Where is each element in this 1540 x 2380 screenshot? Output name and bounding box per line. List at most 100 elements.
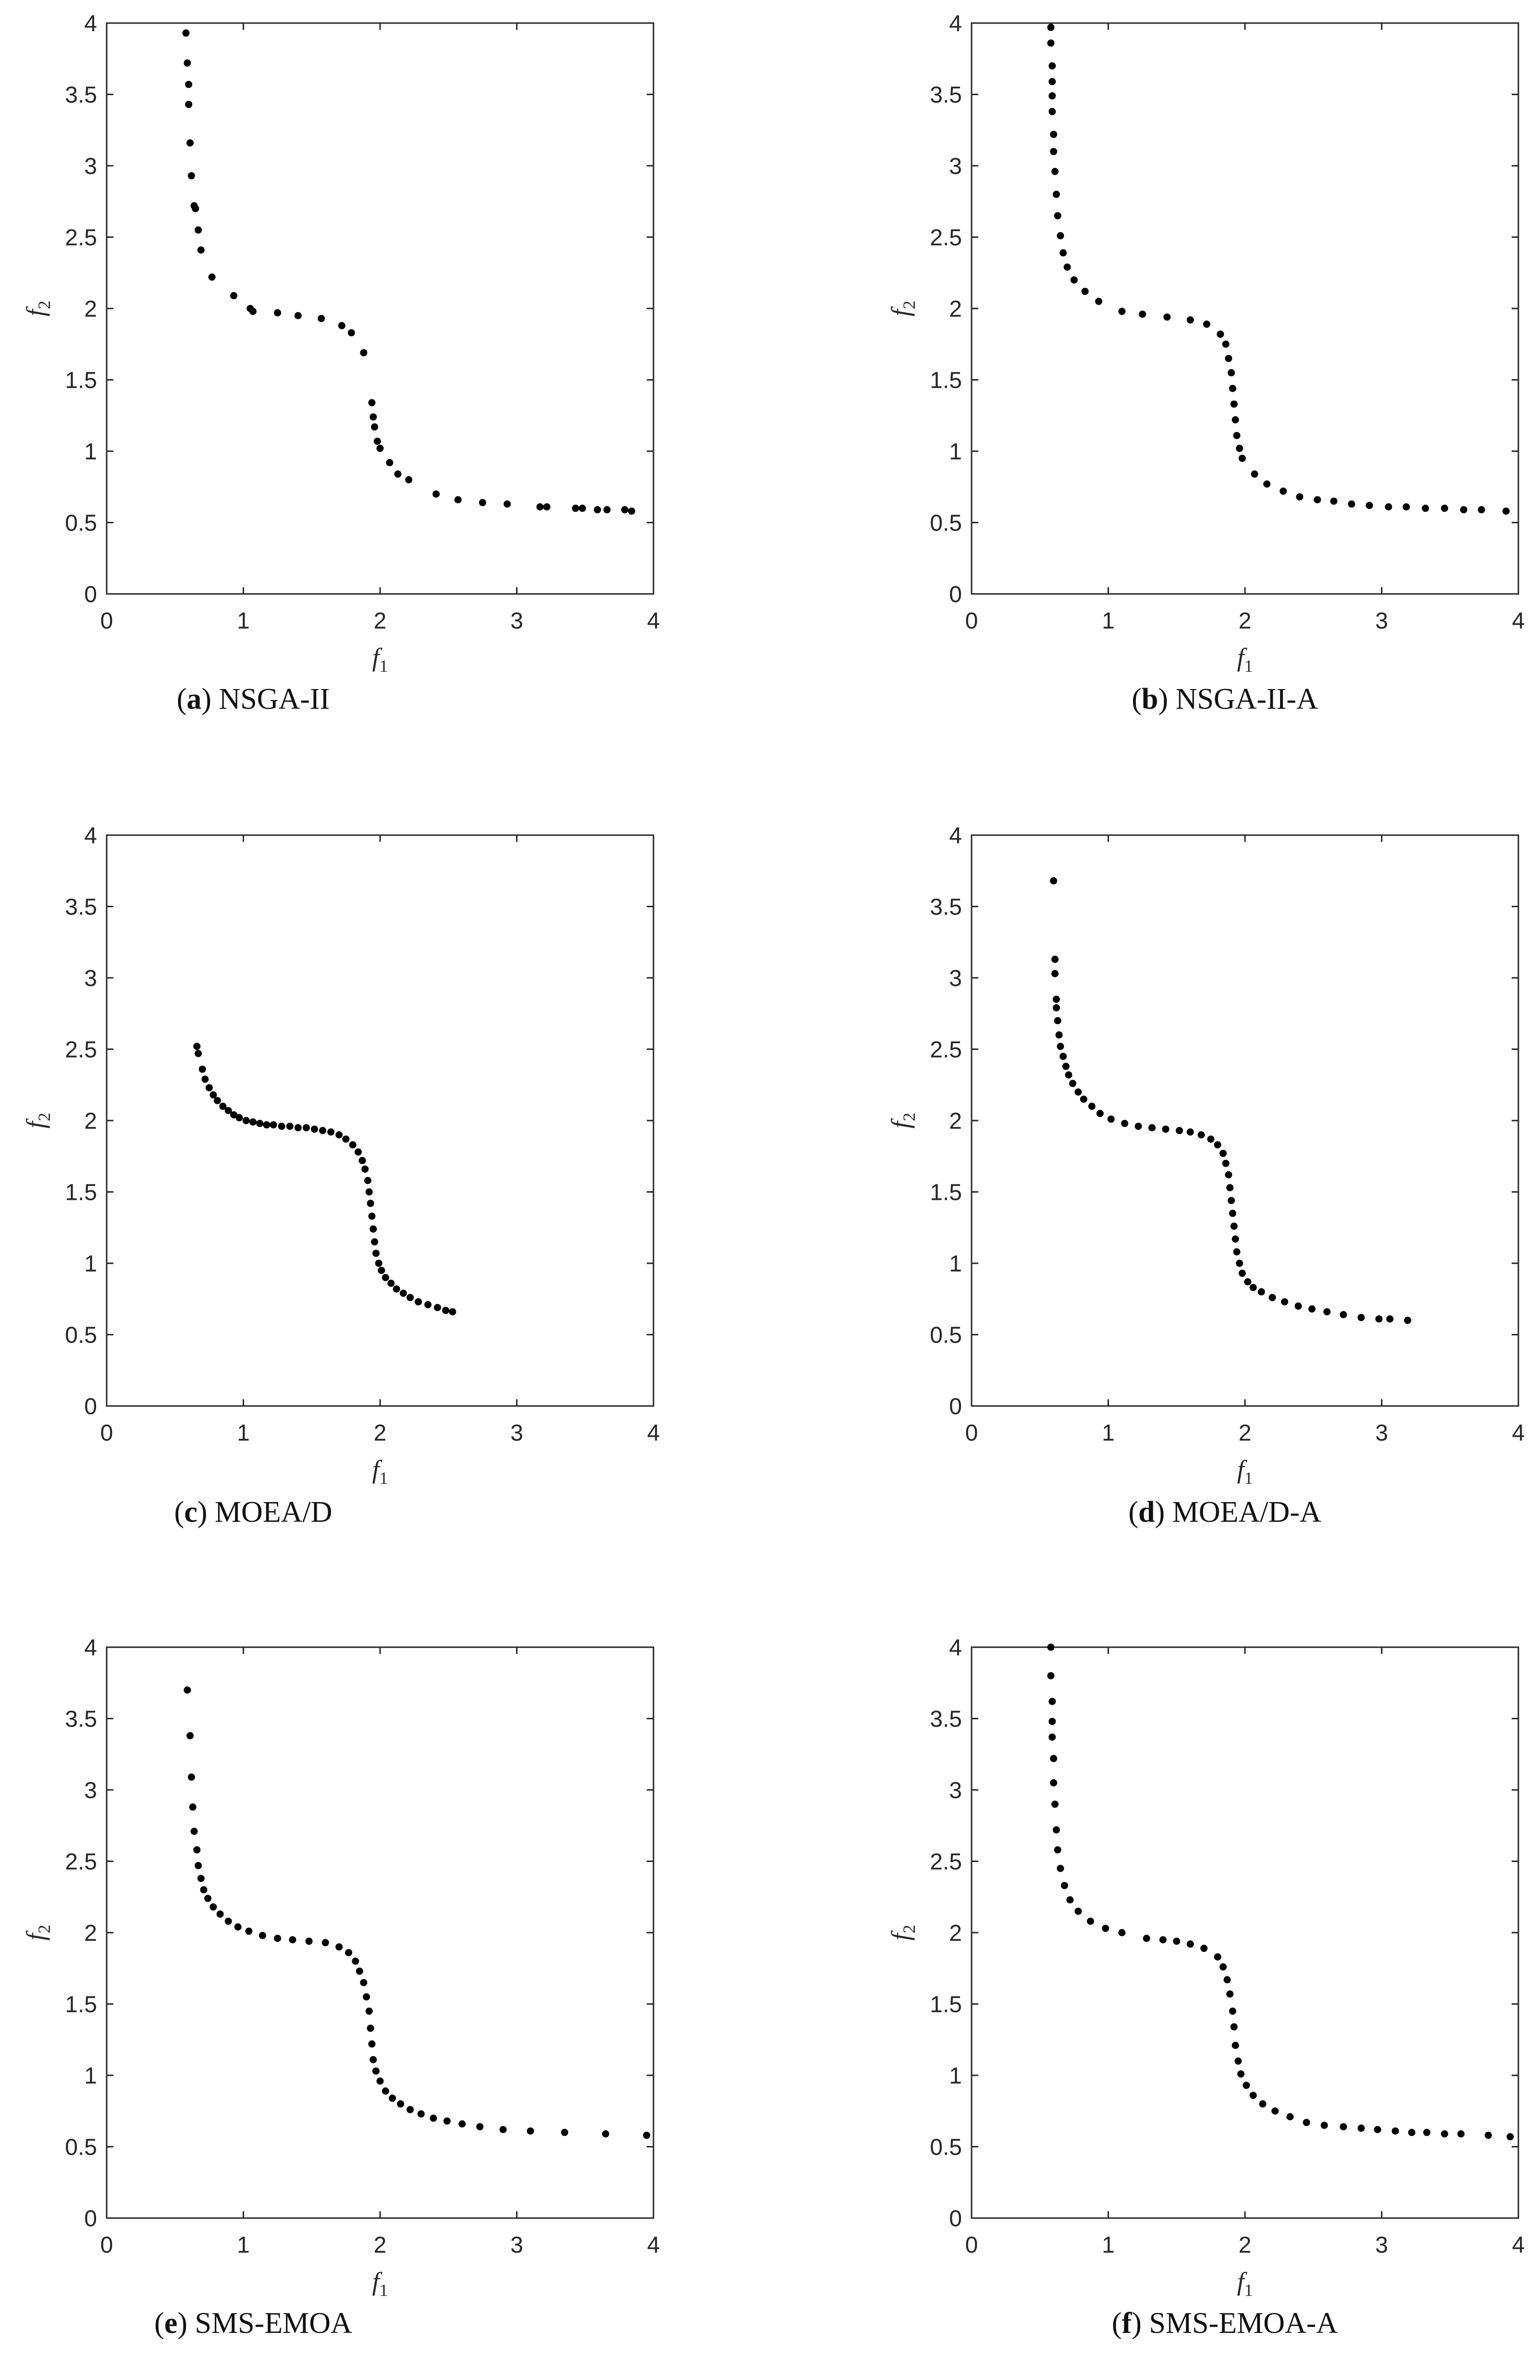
data-point bbox=[1054, 1846, 1061, 1854]
x-axis-label: f1 bbox=[372, 1455, 388, 1488]
y-tick-label: 2.5 bbox=[65, 1850, 97, 1875]
data-point bbox=[387, 1280, 395, 1287]
data-point bbox=[224, 1917, 232, 1925]
x-axis-label: f1 bbox=[1237, 2267, 1253, 2300]
x-tick-label: 4 bbox=[1512, 1420, 1525, 1446]
data-point bbox=[186, 139, 194, 147]
data-point bbox=[294, 1124, 302, 1132]
data-point bbox=[1340, 1311, 1347, 1319]
data-point bbox=[1102, 1924, 1109, 1932]
x-tick-label: 2 bbox=[1239, 1420, 1252, 1446]
data-point bbox=[1226, 1990, 1234, 1998]
data-point bbox=[1506, 2133, 1514, 2141]
data-point bbox=[1066, 1896, 1074, 1904]
data-point bbox=[1047, 1672, 1055, 1679]
data-point bbox=[1502, 507, 1510, 515]
data-point bbox=[1052, 996, 1060, 1003]
x-tick-label: 2 bbox=[374, 2232, 387, 2258]
data-point bbox=[1348, 500, 1355, 508]
data-point bbox=[373, 437, 381, 445]
data-point bbox=[1162, 1125, 1170, 1133]
data-point bbox=[1478, 506, 1485, 514]
scatter-plot: 0 1 2 3 4 0 0.5 1 1.5 2 2.5 3 3.5 4 f1 f2 bbox=[886, 823, 1525, 1488]
x-tick-label: 3 bbox=[510, 1420, 523, 1446]
caption-letter: b bbox=[1141, 683, 1158, 715]
data-point bbox=[358, 1157, 366, 1164]
data-point bbox=[1234, 2057, 1242, 2065]
x-tick-label: 3 bbox=[1375, 2232, 1388, 2258]
data-point bbox=[349, 1141, 357, 1148]
chart-panel-f: 0 1 2 3 4 0 0.5 1 1.5 2 2.5 3 3.5 4 f1 f2 bbox=[865, 1624, 1538, 2306]
y-tick-label: 0 bbox=[84, 1394, 97, 1419]
data-point bbox=[458, 2120, 466, 2128]
data-point bbox=[430, 2114, 437, 2122]
data-point bbox=[1197, 1131, 1205, 1139]
data-point bbox=[327, 1128, 335, 1136]
data-point bbox=[394, 470, 402, 478]
data-point bbox=[407, 2106, 414, 2113]
data-point bbox=[1226, 1184, 1234, 1192]
data-point bbox=[1214, 1953, 1221, 1961]
x-tick-label: 1 bbox=[237, 2232, 250, 2258]
data-point bbox=[1050, 1779, 1058, 1787]
caption-letter: f bbox=[1121, 2307, 1132, 2340]
data-point bbox=[1357, 2124, 1365, 2132]
data-point bbox=[213, 1097, 221, 1104]
y-axis-label: f2 bbox=[886, 300, 919, 316]
data-point bbox=[184, 1686, 191, 1694]
data-point bbox=[321, 1939, 329, 1947]
data-point bbox=[1217, 330, 1224, 338]
y-tick-label: 3 bbox=[949, 154, 962, 179]
data-point bbox=[579, 505, 586, 512]
data-point bbox=[1233, 432, 1241, 439]
scatter-plot: 0 1 2 3 4 0 0.5 1 1.5 2 2.5 3 3.5 4 f1 f2 bbox=[21, 823, 660, 1488]
data-point bbox=[393, 1285, 400, 1293]
data-point bbox=[310, 1125, 318, 1133]
data-point bbox=[189, 1803, 197, 1811]
y-tick-label: 3.5 bbox=[65, 83, 97, 108]
data-point bbox=[1385, 503, 1392, 511]
data-point bbox=[1074, 1088, 1082, 1096]
data-point bbox=[1048, 1698, 1056, 1705]
data-point bbox=[370, 2056, 377, 2063]
data-point bbox=[1423, 2129, 1430, 2136]
y-axis-label: f2 bbox=[21, 300, 54, 316]
data-point bbox=[476, 2123, 484, 2131]
caption-c: (c) MOEA/D bbox=[174, 1496, 333, 1529]
data-point bbox=[1069, 1080, 1077, 1087]
data-point bbox=[230, 1111, 238, 1119]
data-point bbox=[1374, 2126, 1381, 2133]
data-point bbox=[443, 2117, 451, 2125]
data-point bbox=[1052, 190, 1060, 198]
data-point bbox=[1259, 2100, 1267, 2108]
y-tick-label: 1.5 bbox=[930, 368, 962, 394]
data-point bbox=[1050, 148, 1058, 155]
data-point bbox=[1048, 1733, 1056, 1741]
data-point bbox=[259, 1932, 266, 1939]
data-point bbox=[1404, 1317, 1412, 1324]
data-point bbox=[1186, 1128, 1194, 1136]
data-point bbox=[572, 505, 579, 512]
data-point bbox=[1263, 480, 1271, 488]
y-tick-label: 3.5 bbox=[930, 1707, 962, 1732]
data-point bbox=[1088, 1102, 1096, 1110]
data-point bbox=[270, 1121, 277, 1129]
data-point bbox=[208, 273, 216, 281]
data-point bbox=[224, 1107, 232, 1114]
caption-letter: c bbox=[184, 1496, 197, 1529]
x-tick-label: 1 bbox=[1102, 608, 1115, 634]
data-point bbox=[274, 1935, 282, 1942]
data-point bbox=[305, 1937, 313, 1945]
data-point bbox=[1232, 1235, 1239, 1243]
x-tick-label: 4 bbox=[647, 1420, 660, 1446]
data-point bbox=[204, 1895, 212, 1902]
data-point bbox=[1457, 2130, 1465, 2138]
data-point bbox=[197, 246, 205, 254]
caption-a: (a) NSGA-II bbox=[176, 683, 330, 715]
data-point bbox=[504, 500, 511, 508]
data-point bbox=[1238, 1270, 1246, 1277]
y-tick-label: 0.5 bbox=[930, 511, 962, 536]
caption-name: MOEA/D bbox=[214, 1496, 333, 1529]
y-tick-label: 2.5 bbox=[65, 1037, 97, 1063]
y-tick-label: 2 bbox=[949, 1109, 962, 1134]
